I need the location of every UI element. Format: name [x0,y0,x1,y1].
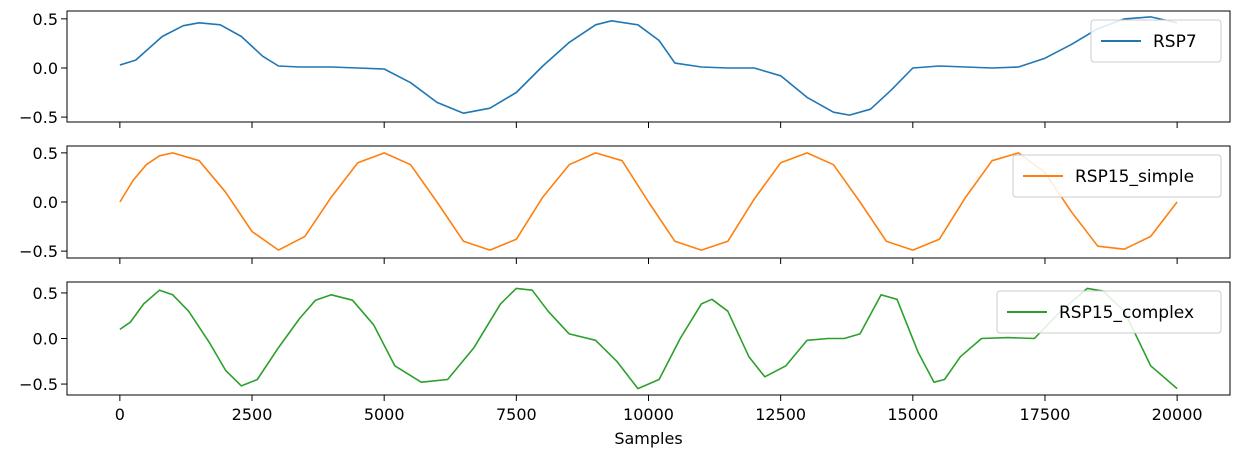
panels-group: −0.50.00.5RSP7−0.50.00.5RSP15_simple−0.5… [19,10,1231,424]
y-tick-label: −0.5 [19,375,58,394]
legend: RSP15_simple [1012,154,1222,198]
series-line-RSP15_simple [119,152,1178,251]
series-line-RSP15_complex [119,287,1178,390]
legend: RSP7 [1090,19,1222,63]
x-tick-label: 2500 [232,405,273,424]
plot-frame [66,145,1231,259]
x-tick-label: 10000 [623,405,674,424]
legend-label: RSP15_complex [1059,303,1194,323]
x-tick-label: 20000 [1152,405,1203,424]
x-tick-label: 5000 [364,405,405,424]
x-tick-label: 12500 [755,405,806,424]
y-tick-label: −0.5 [19,242,58,261]
y-tick-label: 0.0 [33,59,58,78]
y-tick-label: 0.5 [33,284,58,303]
y-tick-label: 0.5 [33,144,58,163]
y-tick-label: −0.5 [19,108,58,127]
panel-3: −0.5 0.0 0.5 0 2500 5000 7500 10000 12500 15000 17… [19,281,1231,424]
legend-label: RSP15_simple [1075,167,1194,187]
x-tick-label: 0 [115,405,125,424]
y-tick-label: 0.5 [33,10,58,29]
legend-box [996,290,1222,334]
legend-label: RSP7 [1153,32,1197,52]
legend-box [1090,19,1222,63]
series-line-RSP7 [119,16,1178,116]
plot-frame [66,10,1231,123]
legend-box [1012,154,1222,198]
y-tick-label: 0.0 [33,330,58,349]
x-tick-label: 15000 [887,405,938,424]
legend: RSP15_complex [996,290,1222,334]
panel-2: −0.5 0.0 0.5 RSP15_simple [19,144,1231,264]
x-axis-label: Samples [614,429,682,448]
x-tick-label: 7500 [496,405,537,424]
plot-frame [66,281,1231,396]
x-tick-label: 17500 [1020,405,1071,424]
y-tick-label: 0.0 [33,193,58,212]
panel-1: −0.5 0.0 0.5 RSP7 [19,10,1231,128]
